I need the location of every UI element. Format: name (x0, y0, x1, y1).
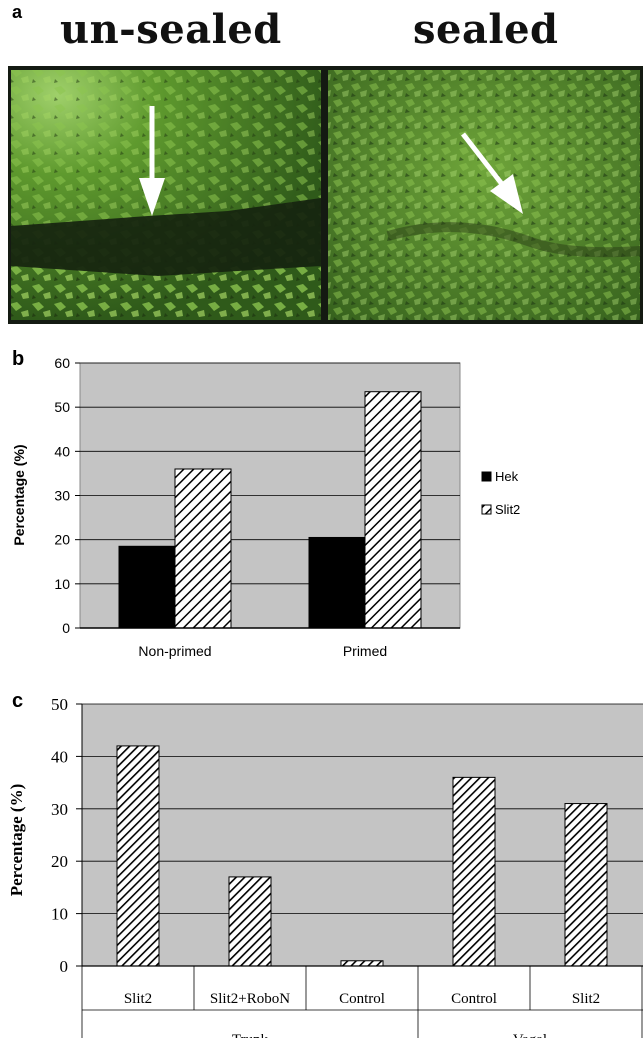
legend-label-hek: Hek (495, 469, 519, 484)
sealed-title: sealed (413, 6, 559, 53)
unsealed-title: un-sealed (60, 6, 282, 53)
y-tick-label: 50 (54, 399, 70, 415)
x-tick-label: Non-primed (138, 643, 211, 659)
x-tick-label: Slit2+RoboN (210, 991, 290, 1007)
plot-area (82, 704, 643, 966)
sealed-image (328, 70, 641, 320)
unsealed-image (11, 70, 321, 320)
x-tick-label: Primed (343, 643, 387, 659)
bar (116, 745, 160, 967)
bar-slit2 (174, 468, 232, 629)
legend: Hek Slit2 (481, 469, 520, 517)
x-tick-label: Control (339, 991, 385, 1007)
x-tick-label: Slit2 (572, 991, 600, 1007)
micrograph-panel (8, 66, 643, 324)
y-tick-label: 40 (51, 747, 68, 766)
y-tick-label: 20 (51, 852, 68, 871)
bar-slit2 (364, 391, 422, 629)
bar (452, 776, 496, 967)
bar (564, 803, 608, 967)
y-axis-label: Percentage (%) (7, 784, 26, 897)
panel-a-letter: a (12, 2, 23, 22)
panel-c-letter: c (12, 690, 24, 712)
y-tick-label: 10 (54, 576, 70, 592)
y-axis-label: Percentage (%) (11, 444, 27, 545)
group-label: Trunk (232, 1032, 269, 1038)
legend-label-slit2: Slit2 (495, 502, 520, 517)
micrograph-images (11, 70, 641, 320)
x-tick-label: Slit2 (124, 991, 152, 1007)
legend-swatch-slit2 (481, 504, 492, 515)
y-tick-label: 0 (62, 620, 70, 636)
chart-c: 0 10 20 30 40 50 Slit2 Slit2+RoboN Control Contr… (7, 695, 643, 1038)
y-tick-label: 40 (54, 443, 70, 459)
panel-b-letter: b (12, 348, 25, 370)
chart-b: 0 10 20 30 40 50 60 Non-primed Primed Percentag… (11, 355, 520, 659)
y-tick-label: 0 (60, 957, 69, 976)
bar (340, 960, 384, 967)
group-label: Vagal (513, 1032, 547, 1038)
x-tick-label: Control (451, 991, 497, 1007)
y-tick-label: 60 (54, 355, 70, 371)
y-tick-label: 30 (54, 488, 70, 504)
bar-hek (118, 545, 176, 629)
y-tick-label: 30 (51, 800, 68, 819)
bar (228, 876, 272, 967)
bar-hek (308, 536, 366, 629)
legend-swatch-hek (481, 471, 492, 482)
y-tick-label: 20 (54, 532, 70, 548)
y-tick-label: 10 (51, 905, 68, 924)
y-tick-label: 50 (51, 695, 68, 714)
